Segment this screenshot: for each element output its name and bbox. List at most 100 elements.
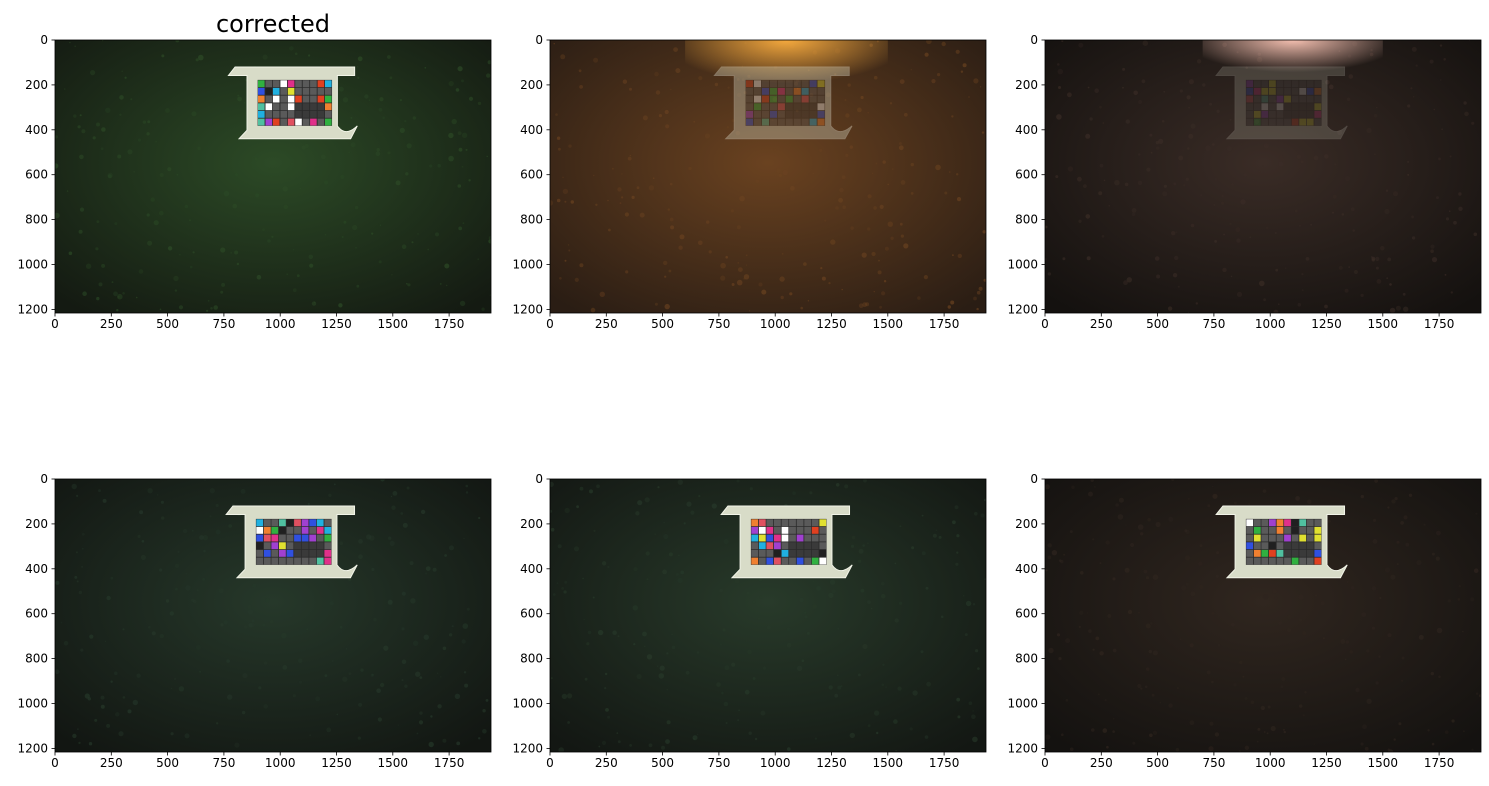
seabed-speckle (616, 732, 619, 734)
seabed-speckle (879, 305, 882, 309)
seabed-speckle (350, 142, 356, 148)
axes-frame (549, 39, 987, 314)
x-tick-label: 0 (546, 317, 554, 331)
seabed-speckle (192, 251, 195, 254)
seabed-speckle (463, 537, 465, 540)
seabed-speckle (1061, 40, 1064, 43)
seabed-speckle (1188, 498, 1190, 500)
x-tick-label: 1250 (1311, 317, 1342, 331)
seabed-speckle (738, 709, 740, 712)
seabed-speckle (383, 645, 389, 651)
checker-patch (1284, 557, 1291, 565)
checker-patch (1284, 519, 1291, 527)
y-tick-label: 1000 (17, 697, 48, 711)
seabed-speckle (1299, 704, 1303, 708)
seabed-speckle (1439, 44, 1443, 47)
seabed-speckle (889, 102, 893, 105)
checker-patch (1291, 542, 1299, 550)
seabed-speckle (130, 98, 133, 101)
checker-patch (294, 557, 301, 565)
seabed-speckle (617, 635, 620, 638)
checker-patch (1314, 118, 1322, 126)
seabed-speckle (1199, 544, 1203, 548)
checker-patch (817, 118, 825, 126)
seabed-speckle (1436, 530, 1441, 536)
seabed-speckle (633, 567, 638, 572)
seabed-speckle (1458, 192, 1462, 196)
x-tick-label: 1500 (378, 317, 409, 331)
checker-patch (809, 87, 817, 95)
checker-patch (271, 519, 279, 527)
seabed-speckle (1163, 90, 1166, 93)
seabed-speckle (1212, 143, 1215, 146)
seabed-speckle (1133, 90, 1138, 96)
checker-patch (271, 542, 279, 550)
seabed-speckle (324, 180, 329, 185)
checker-patch (302, 118, 310, 126)
seabed-speckle (1296, 154, 1302, 160)
seabed-speckle (339, 541, 344, 546)
seabed-speckle (1098, 191, 1103, 196)
seabed-speckle (1327, 519, 1331, 523)
seabed-speckle (627, 156, 632, 161)
seabed-speckle (135, 296, 138, 299)
seabed-speckle (1108, 204, 1111, 207)
seabed-speckle (1380, 245, 1385, 251)
seabed-speckle (1155, 521, 1161, 528)
checker-patch (1284, 95, 1291, 103)
seabed-speckle (358, 554, 363, 560)
seabed-speckle (406, 143, 412, 149)
seabed-speckle (448, 80, 454, 87)
y-tick-label: 200 (25, 78, 48, 92)
seabed-speckle (463, 671, 467, 674)
seabed-speckle (1175, 231, 1178, 234)
checker-patch (1284, 118, 1291, 126)
seabed-speckle (401, 659, 407, 665)
seabed-speckle (77, 728, 79, 730)
seabed-speckle (926, 40, 932, 45)
seabed-speckle (1411, 236, 1416, 240)
seabed-speckle (1435, 556, 1440, 561)
seabed-speckle (370, 673, 374, 677)
seabed-speckle (736, 479, 740, 483)
checker-patch (271, 534, 279, 542)
checker-patch (310, 95, 317, 103)
seabed-speckle (1346, 97, 1351, 102)
subplot-4: 0 250 500 750 1000 1250 1500 175002004006008001… (17, 472, 492, 770)
seabed-speckle (1179, 638, 1182, 640)
seabed-speckle (1137, 180, 1143, 186)
seabed-speckle (671, 633, 673, 636)
seabed-speckle (723, 701, 729, 707)
seabed-speckle (1094, 88, 1099, 93)
seabed-speckle (1058, 559, 1062, 562)
checker-patch (751, 519, 759, 527)
seabed-speckle (899, 525, 902, 528)
seabed-speckle (371, 567, 375, 572)
seabed-speckle (1274, 100, 1277, 103)
checker-patch (1269, 87, 1276, 95)
checker-board (255, 518, 332, 565)
seabed-speckle (332, 660, 334, 662)
seabed-speckle (1262, 594, 1269, 600)
seabed-speckle (920, 650, 924, 654)
seabed-speckle (482, 709, 486, 713)
seabed-speckle (153, 220, 159, 226)
seabed-speckle (456, 741, 461, 746)
seabed-speckle (1063, 553, 1065, 556)
seabed-speckle (924, 735, 929, 739)
checker-patch (758, 557, 766, 565)
y-tick-label: 1000 (17, 258, 48, 272)
checker-board (750, 518, 827, 565)
seabed-speckle (223, 620, 228, 625)
seabed-speckle (189, 219, 191, 222)
seabed-speckle (1240, 199, 1246, 205)
seabed-speckle (977, 667, 980, 670)
seabed-speckle (179, 254, 181, 256)
checker-patch (1299, 110, 1307, 118)
seabed-speckle (1320, 125, 1323, 128)
checker-patch (769, 95, 777, 103)
seabed-speckle (1274, 231, 1277, 235)
checker-patch (258, 103, 265, 111)
seabed-speckle (137, 534, 141, 539)
seabed-speckle (379, 224, 382, 226)
